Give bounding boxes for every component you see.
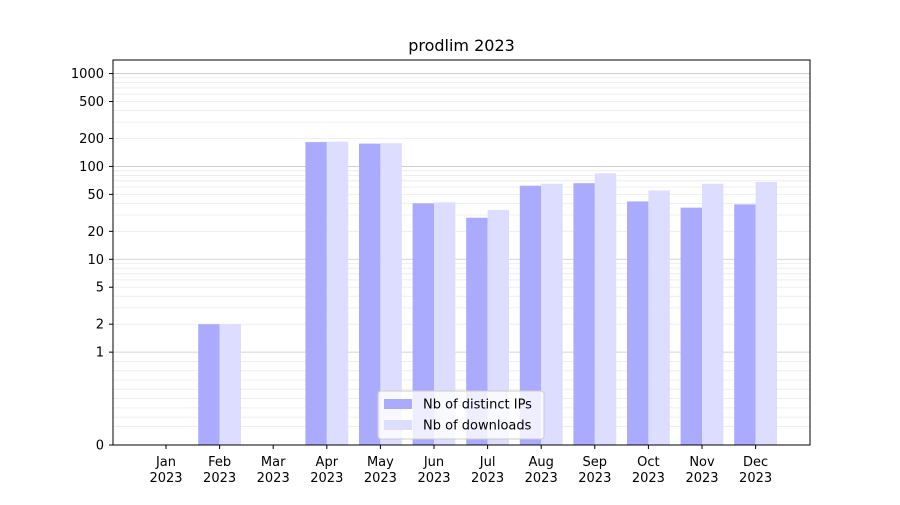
bar-nb-of-downloads-7 [541, 183, 563, 446]
x-tick-label-year: 2023 [310, 471, 343, 486]
bar-nb-of-distinct-ips-11 [734, 204, 756, 445]
bar-nb-of-distinct-ips-5 [412, 203, 434, 445]
x-tick-label-month: Jul [479, 455, 496, 470]
bar-nb-of-downloads-4 [380, 143, 402, 445]
x-tick-label-year: 2023 [525, 471, 558, 486]
chart-title: prodlim 2023 [408, 36, 515, 55]
x-tick-label-month: Aug [529, 455, 554, 470]
y-tick-label: 20 [87, 225, 104, 240]
x-tick-label-year: 2023 [364, 471, 397, 486]
x-tick-label-year: 2023 [417, 471, 450, 486]
x-tick-label-month: May [367, 455, 394, 470]
bar-nb-of-downloads-1 [219, 324, 241, 445]
x-tick-label-month: Jan [155, 455, 176, 470]
bar-nb-of-downloads-6 [487, 209, 509, 445]
bar-nb-of-distinct-ips-10 [680, 207, 702, 445]
x-tick-label-year: 2023 [257, 471, 290, 486]
axes: 01251020501002005001000Jan2023Feb2023Mar… [71, 59, 811, 486]
y-tick-label: 10 [87, 253, 104, 268]
x-tick-label-month: Feb [208, 455, 231, 470]
plot-frame [112, 59, 811, 446]
bar-nb-of-distinct-ips-1 [198, 324, 220, 445]
x-tick-label-month: Apr [316, 455, 339, 470]
y-tick-label: 100 [79, 160, 104, 175]
bar-nb-of-downloads-11 [755, 181, 777, 445]
x-tick-label-year: 2023 [739, 471, 772, 486]
legend: Nb of distinct IPs Nb of downloads [377, 390, 545, 440]
bar-nb-of-distinct-ips-3 [305, 142, 327, 446]
bar-nb-of-downloads-9 [648, 190, 670, 445]
x-tick-label-year: 2023 [578, 471, 611, 486]
legend-label: Nb of downloads [423, 419, 532, 434]
x-tick-label-year: 2023 [203, 471, 236, 486]
bar-nb-of-downloads-8 [594, 173, 617, 446]
y-tick-label: 50 [87, 188, 104, 203]
bar-nb-of-distinct-ips-7 [519, 185, 542, 445]
bar-nb-of-distinct-ips-8 [573, 183, 595, 445]
legend-swatch [384, 399, 412, 409]
bar-nb-of-distinct-ips-9 [627, 201, 649, 445]
y-tick-label: 200 [79, 132, 104, 147]
legend-box [377, 390, 545, 440]
legend-label: Nb of distinct IPs [423, 398, 532, 413]
bar-nb-of-distinct-ips-6 [466, 217, 488, 445]
y-tick-label: 2 [96, 318, 104, 333]
y-tick-label: 1 [96, 346, 104, 361]
bar-nb-of-downloads-5 [434, 202, 456, 445]
x-tick-label-month: Mar [261, 455, 286, 470]
x-tick-label-year: 2023 [149, 471, 182, 486]
bar-nb-of-downloads-3 [326, 141, 349, 446]
y-tick-label: 500 [79, 95, 104, 110]
legend-swatch [384, 420, 412, 430]
x-tick-label-month: Jun [423, 455, 444, 470]
y-tick-label: 1000 [71, 67, 104, 82]
x-tick-label-month: Nov [689, 455, 715, 470]
x-tick-label-month: Oct [637, 455, 659, 470]
y-tick-label: 0 [96, 439, 104, 454]
bars [198, 141, 777, 446]
x-tick-label-month: Sep [583, 455, 608, 470]
x-tick-label-month: Dec [743, 455, 768, 470]
x-tick-label-year: 2023 [471, 471, 504, 486]
y-tick-label: 5 [96, 281, 104, 296]
x-tick-label-year: 2023 [632, 471, 665, 486]
x-tick-label-year: 2023 [685, 471, 718, 486]
bar-nb-of-distinct-ips-4 [359, 143, 381, 445]
bar-nb-of-downloads-10 [702, 183, 724, 446]
